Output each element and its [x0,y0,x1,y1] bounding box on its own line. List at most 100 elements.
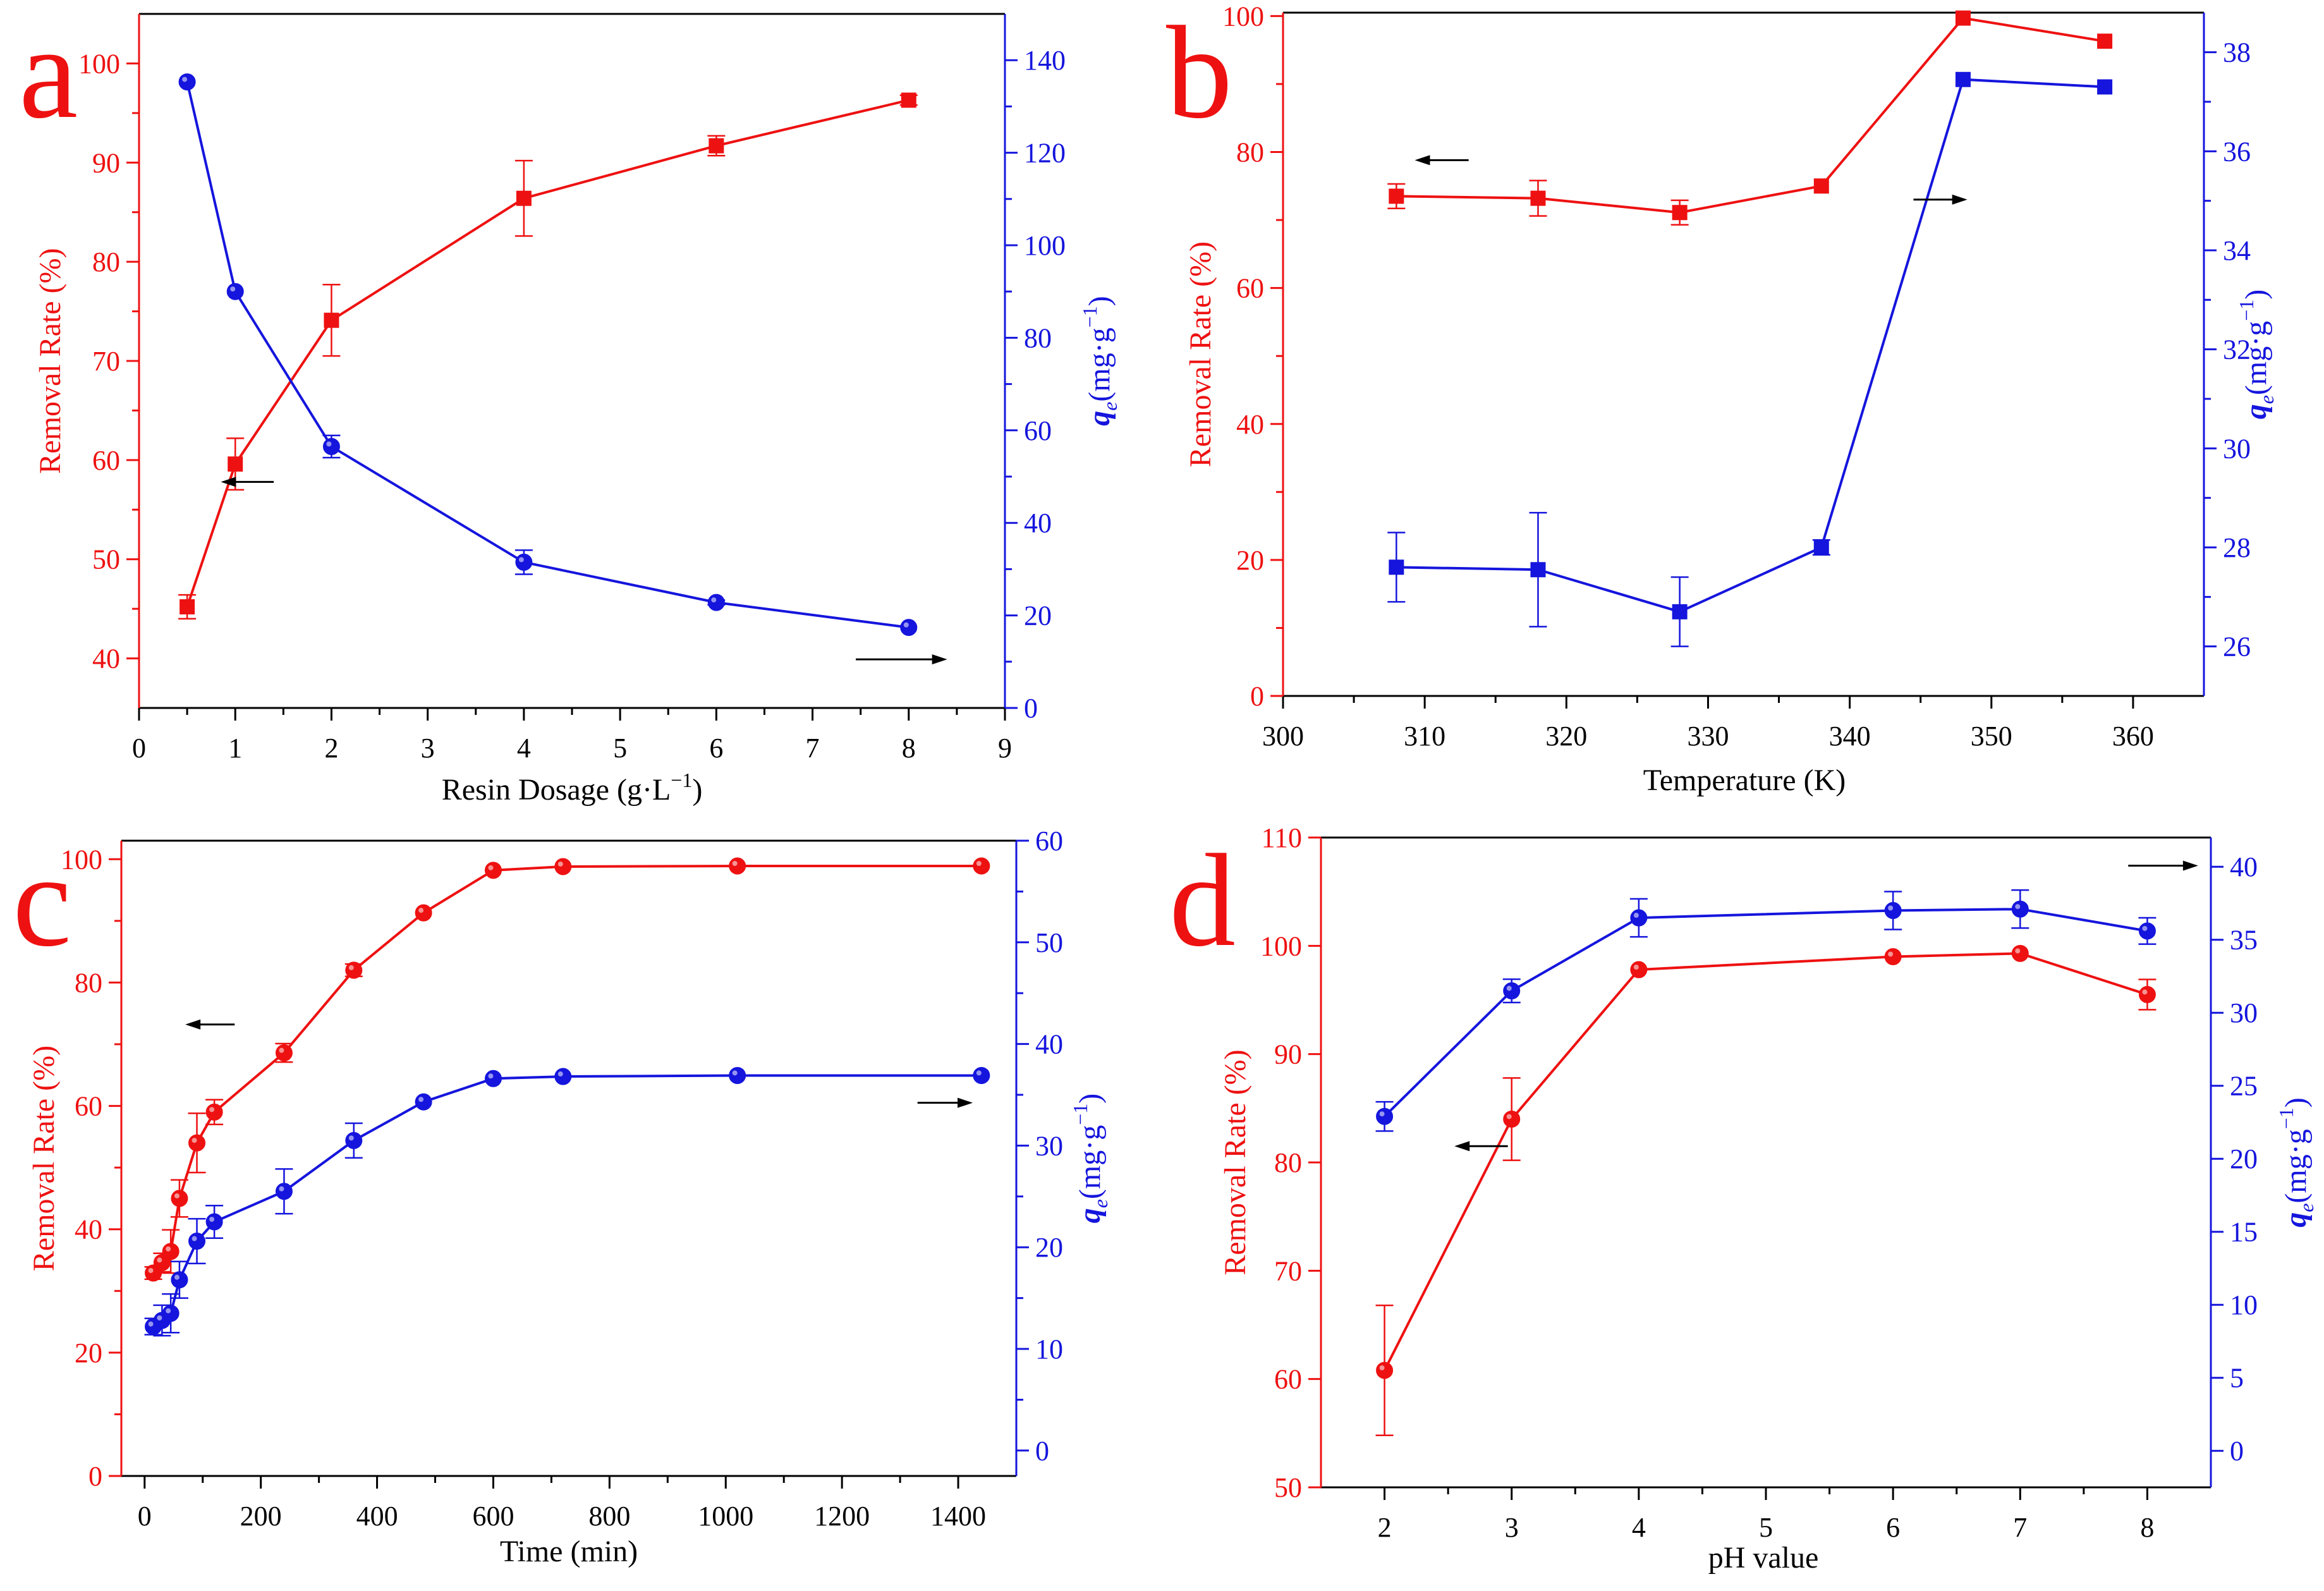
left-y-tick-label: 80 [75,967,102,998]
data-point [484,862,502,879]
data-point-highlight [157,1257,162,1263]
data-point [554,858,572,875]
x-tick-label: 8 [2140,1512,2154,1543]
right-y-tick-label: 30 [1035,1130,1063,1161]
data-point [973,1066,990,1084]
left-y-tick-label: 40 [1236,409,1264,440]
right-y-tick-label: 36 [2223,136,2251,167]
left-y-tick-label: 70 [1274,1255,1302,1286]
data-point [178,73,196,91]
data-point-highlight [903,622,909,628]
data-point [275,1044,293,1062]
left-y-tick-label: 60 [1274,1364,1302,1395]
data-point [554,1068,572,1085]
data-point [973,857,990,875]
x-tick-label: 9 [998,733,1012,764]
right-y-tick-label: 26 [2223,631,2251,662]
right-y-tick-label: 20 [1035,1232,1063,1263]
left-y-tick-label: 0 [1250,681,1264,712]
data-point [1884,902,1902,920]
data-point [1630,961,1648,978]
right-y-tick-label: 10 [2230,1289,2258,1320]
data-point [1389,188,1404,204]
data-point-highlight [518,557,524,563]
x-tick-label: 4 [517,733,531,764]
x-tick-label: 1400 [930,1501,986,1532]
left-y-tick-label: 90 [1274,1039,1302,1070]
x-tick-label: 400 [356,1501,398,1532]
arrow-right-head [2182,860,2198,871]
series-line-qe [1384,908,2148,1118]
data-point [1813,540,1829,555]
x-tick-label: 3 [421,733,435,764]
right-y-tick-label: 40 [1024,508,1052,539]
left-y-tick-label: 80 [1274,1147,1302,1178]
panel-letter: c [13,827,71,974]
data-point [1884,948,1902,965]
arrow-left-head [185,1019,201,1030]
data-point [709,138,724,154]
x-axis-label: pH value [1708,1541,1819,1575]
panel-letter: d [1169,827,1236,974]
x-tick-label: 0 [132,733,146,764]
x-tick-label: 3 [1505,1512,1519,1543]
data-point-highlight [418,908,424,913]
right-y-tick-label: 5 [2230,1363,2244,1394]
data-point [171,1271,188,1289]
left-y-tick-label: 40 [75,1214,102,1245]
x-tick-label: 2 [324,733,338,764]
x-tick-label: 350 [1971,721,2012,752]
data-point-highlight [1888,905,1894,911]
left-y-tick-label: 40 [92,643,120,674]
data-point-highlight [157,1315,162,1320]
left-y-tick-label: 50 [92,544,120,575]
data-point-highlight [976,861,982,867]
arrow-right-head [932,654,947,665]
data-point [179,599,195,615]
left-y-axis-label: Removal Rate (%) [27,1045,61,1271]
left-y-tick-label: 20 [1236,545,1264,576]
x-tick-label: 600 [472,1501,514,1532]
data-point [322,437,340,455]
data-point [729,1066,746,1084]
data-point-highlight [209,1107,215,1112]
data-point-highlight [192,1236,197,1241]
data-point [707,594,725,611]
data-point-highlight [279,1186,284,1192]
x-tick-label: 330 [1687,721,1729,752]
data-point-highlight [2142,925,2148,931]
series-line-removal-rate [186,99,910,607]
data-point [415,904,432,922]
panel-letter: a [19,0,78,146]
data-point-highlight [174,1274,179,1280]
right-y-tick-label: 15 [2230,1217,2258,1248]
right-y-axis-label: qe(mg·g−1) [1069,1094,1112,1224]
left-y-tick-label: 60 [75,1091,102,1122]
data-point [1630,909,1648,927]
x-tick-label: 320 [1545,721,1587,752]
x-tick-label: 5 [1759,1512,1773,1543]
left-y-tick-label: 80 [92,247,120,277]
data-point-highlight [1888,951,1894,957]
data-point [1813,178,1829,194]
left-y-axis-label: Removal Rate (%) [1219,1049,1252,1275]
data-point [1389,559,1404,575]
data-point-highlight [1379,1365,1385,1370]
right-y-tick-label: 10 [1035,1334,1063,1365]
x-tick-label: 7 [2013,1512,2027,1543]
x-tick-label: 310 [1404,721,1445,752]
data-point-highlight [1506,985,1512,991]
arrow-left-head [1454,1141,1470,1152]
left-y-tick-label: 100 [61,844,102,875]
data-point [1955,10,1971,26]
data-point [1503,1110,1521,1128]
panel-c: c0 200 400 600 800 1000 1200 140002040608010001… [13,826,1112,1568]
data-point-highlight [732,1070,738,1076]
right-y-tick-label: 120 [1024,138,1066,169]
right-y-tick-label: 0 [1035,1436,1049,1466]
data-point [1530,190,1546,206]
data-point-highlight [148,1267,154,1273]
data-point-highlight [732,861,738,867]
data-point [729,857,746,875]
data-point [1530,562,1546,578]
